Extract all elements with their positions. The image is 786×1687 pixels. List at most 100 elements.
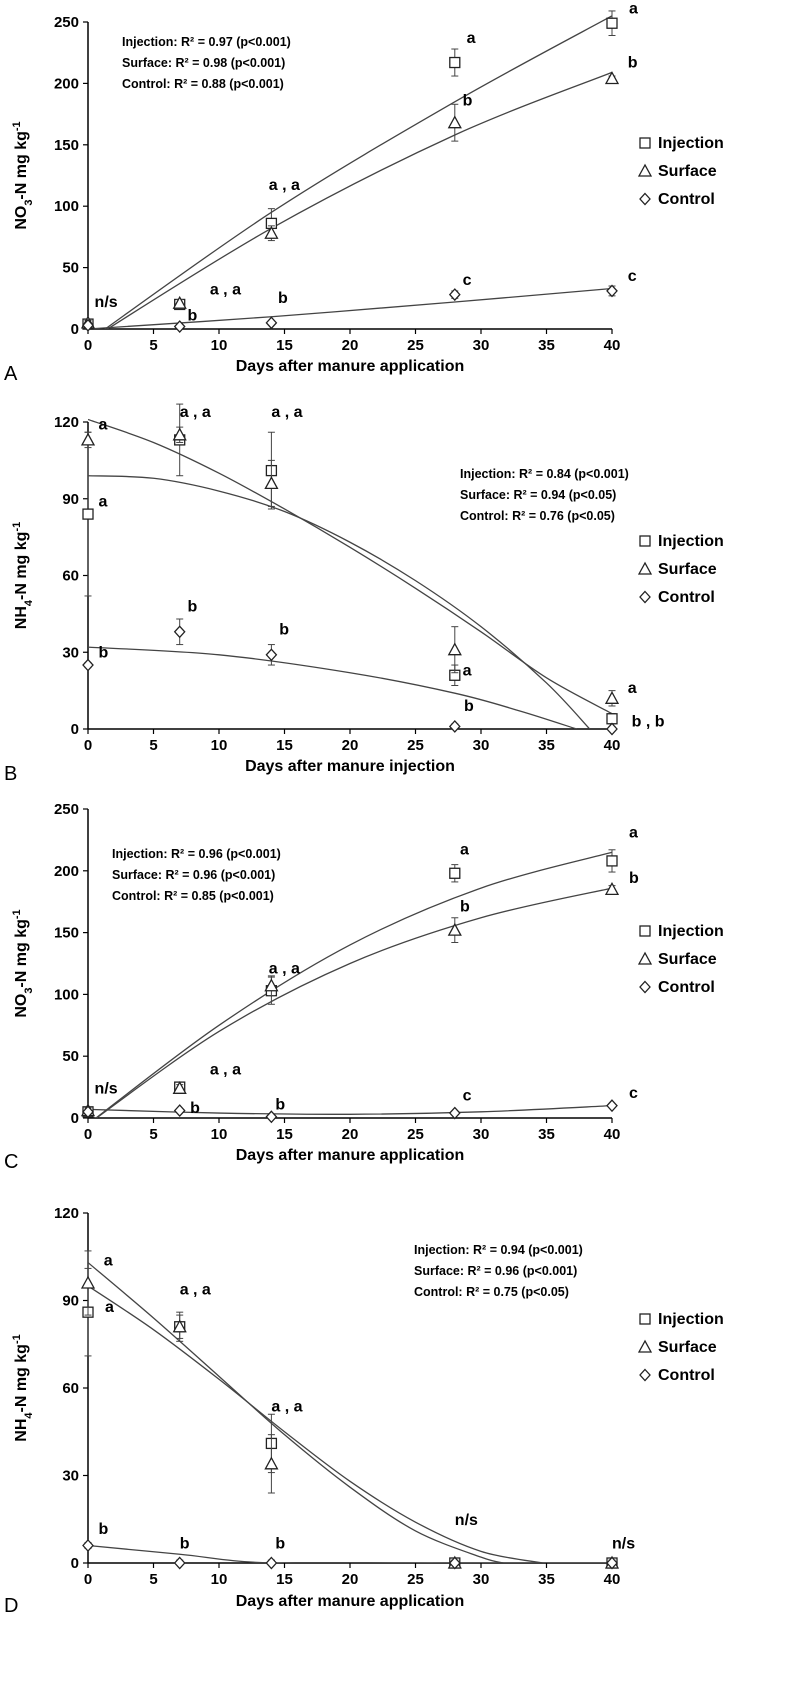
significance-label: n/s	[612, 1535, 635, 1552]
significance-label: b	[464, 698, 474, 715]
legend-marker-control	[639, 590, 651, 604]
x-tick-label: 20	[342, 1571, 359, 1588]
fit-line-injection	[95, 851, 613, 1118]
y-tick-label: 120	[54, 414, 79, 431]
y-tick-label: 50	[62, 1048, 79, 1065]
y-tick-label: 150	[54, 925, 79, 942]
x-tick-label: 40	[604, 1126, 621, 1143]
fit-line-control	[88, 1104, 613, 1115]
significance-label: a	[98, 493, 107, 510]
x-axis-title: Days after manure application	[236, 358, 465, 375]
legend-marker-injection	[639, 1313, 651, 1325]
significance-label: a	[629, 0, 638, 17]
point-injection	[449, 867, 461, 879]
panel-letter: B	[4, 763, 17, 785]
x-tick-label: 25	[407, 1126, 424, 1143]
point-surface	[172, 1080, 187, 1094]
significance-label: c	[629, 1085, 638, 1102]
legend: Injection Surface Control	[637, 1311, 724, 1384]
point-control	[265, 648, 278, 662]
legend-label: Control	[658, 979, 715, 996]
x-tick-label: 35	[538, 337, 555, 354]
legend-label: Surface	[658, 561, 717, 578]
point-control	[173, 320, 186, 334]
x-axis-title: Days after manure application	[236, 1593, 465, 1610]
x-tick-label: 20	[342, 1126, 359, 1143]
point-surface	[264, 1456, 279, 1470]
x-tick-label: 15	[276, 1571, 293, 1588]
significance-label: n/s	[95, 1080, 118, 1097]
point-injection	[606, 17, 618, 29]
point-injection	[82, 508, 94, 520]
y-axis-title: NO3-N mg kg-1	[11, 121, 35, 229]
point-control	[265, 316, 278, 330]
x-tick-label: 0	[84, 737, 92, 754]
significance-label: b	[460, 899, 470, 916]
y-tick-label: 100	[54, 986, 79, 1003]
fit-line-control	[88, 287, 613, 329]
x-tick-label: 15	[276, 737, 293, 754]
x-tick-label: 5	[149, 737, 157, 754]
fit-line-surface	[95, 887, 613, 1118]
panel-b: 0 30 60 90 120 0 5 10 15 20 25 30 35 40 Days after man…	[4, 403, 724, 785]
legend-marker-injection	[639, 925, 651, 937]
significance-label: n/s	[455, 1512, 478, 1529]
legend-marker-surface	[637, 561, 653, 575]
regression-stat: Surface: R² = 0.96 (p<0.001)	[414, 1264, 577, 1278]
x-tick-label: 35	[538, 1571, 555, 1588]
significance-label: a , a	[180, 1282, 211, 1299]
point-surface	[172, 1319, 187, 1333]
panel-d: 0 30 60 90 120 0 5 10 15 20 25 30 35 40 Days after man…	[4, 1205, 724, 1617]
significance-label: b	[98, 644, 108, 661]
point-control	[173, 1104, 186, 1118]
fit-line-surface	[88, 418, 613, 715]
x-tick-label: 35	[538, 737, 555, 754]
regression-stat: Surface: R² = 0.98 (p<0.001)	[122, 56, 285, 70]
y-tick-label: 200	[54, 863, 79, 880]
panel-c: 0 50 100 150 200 250 0 5 10 15 20 25 30 35 40 Days afte…	[4, 801, 724, 1173]
x-tick-label: 10	[211, 737, 228, 754]
legend: Injection Surface Control	[637, 923, 724, 996]
significance-label: b	[629, 870, 639, 887]
significance-label: b , b	[632, 713, 665, 730]
y-tick-label: 60	[62, 568, 79, 585]
significance-label: n/s	[95, 294, 118, 311]
legend-marker-surface	[637, 1339, 653, 1353]
significance-label: b	[98, 1521, 108, 1538]
legend-marker-control	[639, 1368, 651, 1382]
legend-label: Control	[658, 1367, 715, 1384]
significance-label: a , a	[269, 177, 300, 194]
x-tick-label: 5	[149, 1571, 157, 1588]
significance-label: b	[188, 307, 198, 324]
point-surface	[604, 881, 620, 895]
significance-label: b	[275, 1535, 285, 1552]
point-injection	[606, 713, 618, 725]
legend-label: Control	[658, 191, 715, 208]
fit-line-injection	[104, 15, 613, 329]
y-tick-label: 90	[62, 491, 79, 508]
legend-marker-injection	[639, 137, 651, 149]
legend-label: Injection	[658, 533, 724, 550]
significance-label: a	[463, 662, 472, 679]
y-tick-label: 0	[71, 721, 79, 738]
point-control	[448, 1106, 461, 1120]
point-control	[606, 1556, 618, 1570]
significance-label: b	[463, 93, 473, 110]
significance-label: a	[460, 842, 469, 859]
x-tick-label: 10	[211, 1126, 228, 1143]
x-tick-label: 20	[342, 337, 359, 354]
legend-marker-surface	[637, 951, 653, 965]
x-tick-label: 20	[342, 737, 359, 754]
significance-label: c	[463, 1088, 472, 1105]
x-tick-label: 30	[473, 737, 490, 754]
regression-stat: Control: R² = 0.75 (p<0.05)	[414, 1285, 569, 1299]
point-surface	[264, 978, 279, 992]
significance-label: a , a	[180, 404, 211, 421]
point-control	[448, 719, 461, 733]
point-surface	[172, 427, 187, 441]
significance-label: a , a	[210, 282, 241, 299]
significance-label: c	[463, 272, 472, 289]
significance-label: b	[278, 290, 288, 307]
regression-stat: Surface: R² = 0.96 (p<0.001)	[112, 868, 275, 882]
legend: Injection Surface Control	[637, 135, 724, 208]
